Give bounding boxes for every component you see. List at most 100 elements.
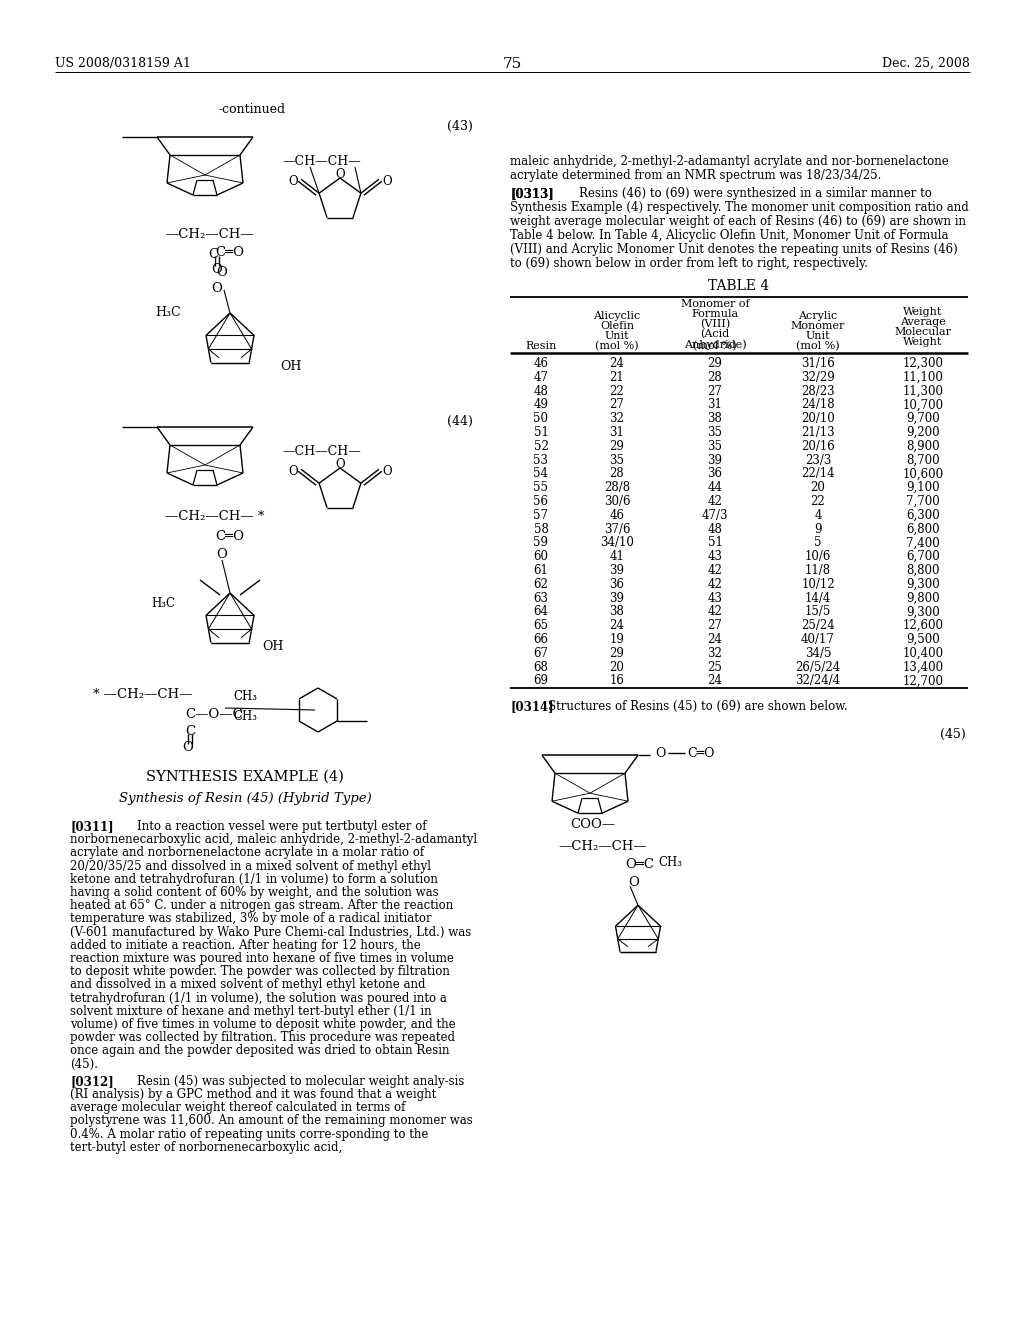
Text: C═O: C═O (215, 246, 244, 259)
Text: (mol %): (mol %) (595, 341, 639, 351)
Text: 59: 59 (534, 536, 549, 549)
Text: CH₃: CH₃ (658, 857, 682, 869)
Text: 36: 36 (708, 467, 723, 480)
Text: TABLE 4: TABLE 4 (709, 279, 770, 293)
Text: (mol %): (mol %) (797, 341, 840, 351)
Text: (V-601 manufactured by Wako Pure Chemi-cal Industries, Ltd.) was: (V-601 manufactured by Wako Pure Chemi-c… (70, 925, 471, 939)
Text: 39: 39 (609, 564, 625, 577)
Text: O: O (335, 168, 345, 181)
Text: 32/29: 32/29 (801, 371, 835, 384)
Text: 51: 51 (534, 426, 549, 440)
Text: 60: 60 (534, 550, 549, 564)
Text: polystyrene was 11,600. An amount of the remaining monomer was: polystyrene was 11,600. An amount of the… (70, 1114, 473, 1127)
Text: 29: 29 (609, 647, 625, 660)
Text: 66: 66 (534, 634, 549, 645)
Text: —CH₂—CH—: —CH₂—CH— (558, 841, 646, 853)
Text: 38: 38 (609, 606, 625, 618)
Text: Olefin: Olefin (600, 321, 634, 331)
Text: 11,100: 11,100 (902, 371, 943, 384)
Text: 31: 31 (609, 426, 625, 440)
Text: 20: 20 (811, 482, 825, 494)
Text: 21: 21 (609, 371, 625, 384)
Text: O═C: O═C (625, 858, 654, 871)
Text: 22/14: 22/14 (801, 467, 835, 480)
Text: [0312]: [0312] (70, 1074, 114, 1088)
Text: O: O (655, 747, 666, 760)
Text: 8,700: 8,700 (906, 454, 940, 466)
Text: 9,800: 9,800 (906, 591, 940, 605)
Text: to deposit white powder. The powder was collected by filtration: to deposit white powder. The powder was … (70, 965, 450, 978)
Text: 42: 42 (708, 495, 723, 508)
Text: acrylate determined from an NMR spectrum was 18/23/34/25.: acrylate determined from an NMR spectrum… (510, 169, 882, 182)
Text: 23/3: 23/3 (805, 454, 831, 466)
Text: Monomer: Monomer (791, 321, 845, 331)
Text: Synthesis of Resin (45) (Hybrid Type): Synthesis of Resin (45) (Hybrid Type) (119, 792, 372, 805)
Text: 28: 28 (708, 371, 722, 384)
Text: 12,300: 12,300 (902, 356, 943, 370)
Text: C═O: C═O (215, 531, 244, 543)
Text: 63: 63 (534, 591, 549, 605)
Text: heated at 65° C. under a nitrogen gas stream. After the reaction: heated at 65° C. under a nitrogen gas st… (70, 899, 454, 912)
Text: Formula: Formula (691, 309, 738, 319)
Text: 28/8: 28/8 (604, 482, 630, 494)
Text: O: O (628, 876, 639, 890)
Text: 32/24/4: 32/24/4 (796, 675, 841, 688)
Text: Structures of Resins (45) to (69) are shown below.: Structures of Resins (45) to (69) are sh… (548, 700, 848, 713)
Text: 49: 49 (534, 399, 549, 412)
Text: —CH₂—CH— *: —CH₂—CH— * (165, 510, 264, 523)
Text: 65: 65 (534, 619, 549, 632)
Text: 40/17: 40/17 (801, 634, 835, 645)
Text: 42: 42 (708, 578, 723, 591)
Text: to (69) shown below in order from left to right, respectively.: to (69) shown below in order from left t… (510, 257, 868, 271)
Text: C: C (185, 725, 196, 738)
Text: Acrylic: Acrylic (799, 312, 838, 321)
Text: C: C (208, 248, 218, 261)
Text: 54: 54 (534, 467, 549, 480)
Text: 6,300: 6,300 (906, 508, 940, 521)
Text: having a solid content of 60% by weight, and the solution was: having a solid content of 60% by weight,… (70, 886, 438, 899)
Text: COO—: COO— (570, 818, 615, 832)
Text: 8,800: 8,800 (906, 564, 940, 577)
Text: Resin (45) was subjected to molecular weight analy-sis: Resin (45) was subjected to molecular we… (137, 1074, 464, 1088)
Text: 56: 56 (534, 495, 549, 508)
Text: Resin: Resin (525, 341, 557, 351)
Text: volume) of five times in volume to deposit white powder, and the: volume) of five times in volume to depos… (70, 1018, 456, 1031)
Text: 50: 50 (534, 412, 549, 425)
Text: average molecular weight thereof calculated in terms of: average molecular weight thereof calcula… (70, 1101, 406, 1114)
Text: CH₃: CH₃ (233, 710, 257, 723)
Text: C═O: C═O (687, 747, 715, 760)
Text: Weight: Weight (903, 337, 943, 347)
Text: (mol %): (mol %) (693, 341, 737, 351)
Text: 24: 24 (708, 634, 723, 645)
Text: 20: 20 (609, 660, 625, 673)
Text: (45).: (45). (70, 1057, 98, 1071)
Text: CH₃: CH₃ (233, 690, 257, 704)
Text: O: O (182, 741, 194, 754)
Text: 39: 39 (708, 454, 723, 466)
Text: O: O (335, 458, 345, 471)
Text: 42: 42 (708, 564, 723, 577)
Text: reaction mixture was poured into hexane of five times in volume: reaction mixture was poured into hexane … (70, 952, 454, 965)
Text: [0314]: [0314] (510, 700, 554, 713)
Text: powder was collected by filtration. This procedure was repeated: powder was collected by filtration. This… (70, 1031, 455, 1044)
Text: 30/6: 30/6 (604, 495, 630, 508)
Text: added to initiate a reaction. After heating for 12 hours, the: added to initiate a reaction. After heat… (70, 939, 421, 952)
Text: O: O (289, 465, 298, 478)
Text: (VIII): (VIII) (699, 319, 730, 329)
Text: 10/12: 10/12 (801, 578, 835, 591)
Text: 42: 42 (708, 606, 723, 618)
Text: 46: 46 (609, 508, 625, 521)
Text: 37/6: 37/6 (604, 523, 630, 536)
Text: 24: 24 (609, 619, 625, 632)
Text: 52: 52 (534, 440, 549, 453)
Text: 24: 24 (708, 675, 723, 688)
Text: Alicyclic: Alicyclic (593, 312, 641, 321)
Text: 32: 32 (708, 647, 723, 660)
Text: H₃C: H₃C (151, 597, 175, 610)
Text: 16: 16 (609, 675, 625, 688)
Text: 62: 62 (534, 578, 549, 591)
Text: solvent mixture of hexane and methyl tert-butyl ether (1/1 in: solvent mixture of hexane and methyl ter… (70, 1005, 432, 1018)
Text: [0311]: [0311] (70, 820, 114, 833)
Text: 21/13: 21/13 (801, 426, 835, 440)
Text: 35: 35 (708, 426, 723, 440)
